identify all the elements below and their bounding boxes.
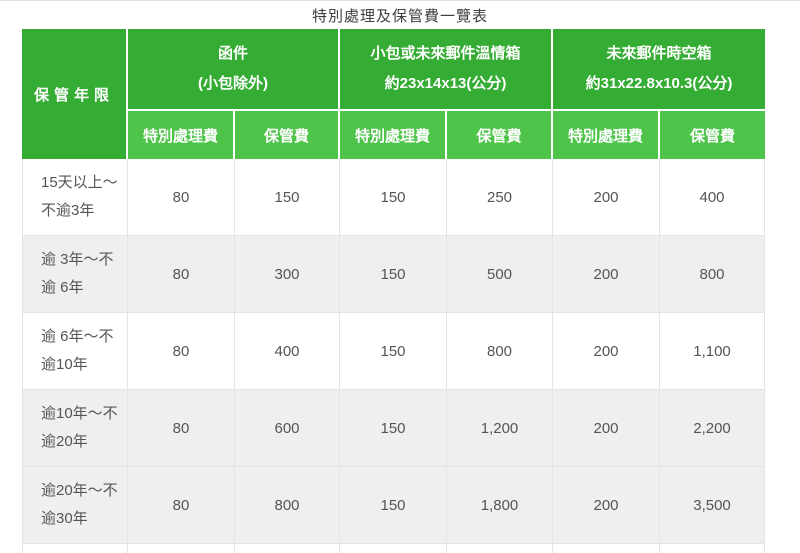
group-subtitle: 約23x14x13(公分) xyxy=(384,75,507,92)
fee-table-container: 保管年限 函件 (小包除外) 小包或未來郵件溫情箱 約23x14x13(公分) … xyxy=(22,29,766,553)
group-subtitle: 約31x22.8x10.3(公分) xyxy=(585,75,733,92)
fee-cell xyxy=(553,544,661,553)
fee-cell: 300 xyxy=(235,236,340,313)
fee-cell: 800 xyxy=(447,313,554,390)
fee-cell: 80 xyxy=(128,390,235,467)
fee-cell: 1,800 xyxy=(447,467,554,544)
subheader-special-fee: 特別處理費 xyxy=(128,111,235,159)
fee-cell: 200 xyxy=(553,313,661,390)
group-title: 小包或未來郵件溫情箱 xyxy=(370,45,521,62)
fee-cell: 150 xyxy=(235,159,340,236)
fee-cell: 250 xyxy=(447,159,554,236)
fee-cell: 800 xyxy=(660,236,766,313)
group-header-parcel-warm-box: 小包或未來郵件溫情箱 約23x14x13(公分) xyxy=(340,29,554,111)
corner-header-storage-period: 保管年限 xyxy=(22,29,128,159)
fee-cell xyxy=(235,544,340,553)
subheader-storage-fee: 保管費 xyxy=(447,111,554,159)
fee-cell: 500 xyxy=(447,236,554,313)
row-label: 逾 6年～不 逾10年 xyxy=(22,313,128,390)
fee-cell: 200 xyxy=(553,159,661,236)
fee-cell xyxy=(660,544,766,553)
fee-cell xyxy=(340,544,447,553)
table-row: 逾10年～不 逾20年 80 600 150 1,200 200 2,200 xyxy=(22,390,766,467)
table-row: 15天以上～ 不逾3年 80 150 150 250 200 400 xyxy=(22,159,766,236)
fee-cell: 80 xyxy=(128,313,235,390)
row-label xyxy=(22,544,128,553)
group-title: 未來郵件時空箱 xyxy=(606,45,712,62)
subheader-special-fee: 特別處理費 xyxy=(553,111,661,159)
table-row-clipped xyxy=(22,544,766,553)
header-row-groups: 保管年限 函件 (小包除外) 小包或未來郵件溫情箱 約23x14x13(公分) … xyxy=(22,29,766,159)
fee-cell: 600 xyxy=(235,390,340,467)
fee-cell: 1,200 xyxy=(447,390,554,467)
table-row: 逾 3年～不 逾 6年 80 300 150 500 200 800 xyxy=(22,236,766,313)
subheader-storage-fee: 保管費 xyxy=(660,111,766,159)
fee-cell: 150 xyxy=(340,467,447,544)
table-row: 逾 6年～不 逾10年 80 400 150 800 200 1,100 xyxy=(22,313,766,390)
fee-cell: 1,100 xyxy=(660,313,766,390)
fee-cell: 3,500 xyxy=(660,467,766,544)
subheader-special-fee: 特別處理費 xyxy=(340,111,447,159)
fee-cell: 400 xyxy=(235,313,340,390)
fee-cell: 150 xyxy=(340,390,447,467)
subheader-storage-fee: 保管費 xyxy=(235,111,340,159)
fee-cell: 800 xyxy=(235,467,340,544)
fee-table: 保管年限 函件 (小包除外) 小包或未來郵件溫情箱 約23x14x13(公分) … xyxy=(22,29,766,553)
header-row-fee-types: 特別處理費 保管費 特別處理費 保管費 特別處理費 保管費 xyxy=(22,111,766,159)
group-header-letters: 函件 (小包除外) xyxy=(128,29,340,111)
fee-cell: 400 xyxy=(660,159,766,236)
fee-cell xyxy=(128,544,235,553)
fee-cell: 80 xyxy=(128,159,235,236)
row-label: 逾 3年～不 逾 6年 xyxy=(22,236,128,313)
fee-cell: 80 xyxy=(128,236,235,313)
row-label: 逾10年～不 逾20年 xyxy=(22,390,128,467)
fee-cell: 200 xyxy=(553,467,661,544)
fee-cell: 200 xyxy=(553,390,661,467)
fee-cell: 2,200 xyxy=(660,390,766,467)
table-row: 逾20年～不 逾30年 80 800 150 1,800 200 3,500 xyxy=(22,467,766,544)
fee-cell: 150 xyxy=(340,159,447,236)
fee-cell xyxy=(447,544,554,553)
group-header-time-capsule-box: 未來郵件時空箱 約31x22.8x10.3(公分) xyxy=(553,29,766,111)
page-title: 特別處理及保管費一覽表 xyxy=(311,8,488,25)
row-label: 逾20年～不 逾30年 xyxy=(22,467,128,544)
group-subtitle: (小包除外) xyxy=(198,75,268,92)
group-title: 函件 xyxy=(217,45,248,62)
fee-cell: 200 xyxy=(553,236,661,313)
fee-cell: 80 xyxy=(128,467,235,544)
row-label: 15天以上～ 不逾3年 xyxy=(22,159,128,236)
fee-cell: 150 xyxy=(340,313,447,390)
fee-cell: 150 xyxy=(340,236,447,313)
